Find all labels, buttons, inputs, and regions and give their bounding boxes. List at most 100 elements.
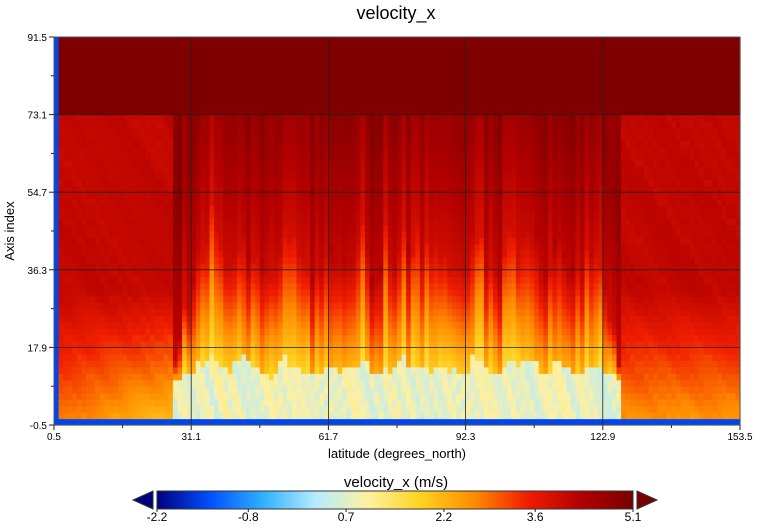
heatmap-cell bbox=[145, 295, 151, 303]
heatmap-cell bbox=[694, 321, 700, 329]
heatmap-cell bbox=[223, 399, 229, 407]
heatmap-cell bbox=[689, 334, 695, 342]
heatmap-cell bbox=[634, 211, 640, 219]
heatmap-cell bbox=[726, 366, 732, 374]
heatmap-cell bbox=[351, 373, 357, 381]
heatmap-cell bbox=[698, 308, 705, 316]
heatmap-cell bbox=[557, 308, 563, 316]
heatmap-cell bbox=[54, 243, 60, 251]
heatmap-cell bbox=[657, 412, 663, 420]
heatmap-cell bbox=[241, 405, 247, 413]
heatmap-cell bbox=[140, 263, 147, 271]
heatmap-cell bbox=[227, 237, 233, 245]
heatmap-cell bbox=[314, 231, 320, 239]
heatmap-cell bbox=[547, 269, 554, 277]
heatmap-cell bbox=[438, 295, 444, 303]
heatmap-cell bbox=[397, 211, 403, 219]
heatmap-cell bbox=[99, 302, 105, 310]
heatmap-cell bbox=[534, 412, 540, 420]
heatmap-cell bbox=[387, 386, 394, 394]
heatmap-cell bbox=[474, 256, 480, 264]
heatmap-cell bbox=[717, 308, 723, 316]
heatmap-cell bbox=[602, 347, 608, 355]
heatmap-cell bbox=[136, 276, 142, 284]
heatmap-cell bbox=[278, 276, 284, 284]
heatmap-cell bbox=[520, 263, 526, 271]
heatmap-cell bbox=[323, 392, 329, 400]
heatmap-cell bbox=[703, 211, 709, 219]
heatmap-cell bbox=[397, 373, 403, 381]
heatmap-cell bbox=[735, 224, 741, 232]
heatmap-cell bbox=[383, 276, 389, 284]
heatmap-cell bbox=[232, 315, 238, 323]
heatmap-cell bbox=[648, 392, 654, 400]
heatmap-cell bbox=[721, 308, 727, 316]
heatmap-cell bbox=[607, 295, 613, 303]
heatmap-cell bbox=[369, 379, 375, 387]
heatmap-cell bbox=[493, 250, 499, 258]
heatmap-cell bbox=[602, 269, 608, 277]
heatmap-cell bbox=[630, 302, 636, 310]
heatmap-cell bbox=[602, 353, 608, 361]
heatmap-cell bbox=[305, 405, 311, 413]
heatmap-cell bbox=[346, 250, 352, 258]
heatmap-cell bbox=[401, 373, 407, 381]
heatmap-cell bbox=[424, 250, 430, 258]
heatmap-cell bbox=[552, 373, 558, 381]
heatmap-cell bbox=[337, 418, 343, 426]
heatmap-cell bbox=[461, 366, 467, 374]
heatmap-cell bbox=[479, 282, 485, 290]
heatmap-cell bbox=[511, 218, 517, 226]
heatmap-cell bbox=[300, 276, 307, 284]
heatmap-cell bbox=[163, 211, 169, 219]
heatmap-cell bbox=[99, 231, 105, 239]
heatmap-cell bbox=[186, 373, 192, 381]
heatmap-cell bbox=[136, 302, 142, 310]
heatmap-cell bbox=[675, 250, 682, 258]
heatmap-cell bbox=[177, 243, 183, 251]
heatmap-cell bbox=[589, 412, 595, 420]
heatmap-cell bbox=[255, 353, 261, 361]
heatmap-cell bbox=[392, 302, 398, 310]
heatmap-cell bbox=[575, 366, 581, 374]
heatmap-cell bbox=[451, 308, 458, 316]
heatmap-cell bbox=[488, 295, 494, 303]
heatmap-cell bbox=[72, 321, 78, 329]
heatmap-cell bbox=[214, 224, 220, 232]
heatmap-cell bbox=[154, 308, 160, 316]
heatmap-cell bbox=[191, 276, 197, 284]
heatmap-cell bbox=[182, 218, 188, 226]
heatmap-cell bbox=[424, 256, 430, 264]
heatmap-cell bbox=[346, 366, 352, 374]
heatmap-cell bbox=[483, 295, 490, 303]
heatmap-cell bbox=[328, 347, 334, 355]
heatmap-cell bbox=[154, 418, 160, 426]
heatmap-cell bbox=[474, 321, 480, 329]
heatmap-cell bbox=[534, 218, 540, 226]
heatmap-cell bbox=[364, 399, 371, 407]
heatmap-cell bbox=[76, 334, 83, 342]
heatmap-cell bbox=[291, 250, 297, 258]
heatmap-cell bbox=[483, 308, 490, 316]
heatmap-cell bbox=[506, 386, 512, 394]
heatmap-cell bbox=[717, 347, 723, 355]
heatmap-cell bbox=[630, 276, 636, 284]
heatmap-cell bbox=[717, 392, 723, 400]
heatmap-cell bbox=[314, 211, 320, 219]
heatmap-cell bbox=[497, 360, 503, 368]
heatmap-cell bbox=[76, 289, 83, 297]
heatmap-cell bbox=[680, 347, 686, 355]
heatmap-cell bbox=[122, 328, 128, 336]
heatmap-cell bbox=[685, 334, 691, 342]
heatmap-cell bbox=[470, 256, 476, 264]
heatmap-cell bbox=[227, 353, 233, 361]
heatmap-cell bbox=[543, 347, 549, 355]
heatmap-cell bbox=[552, 360, 558, 368]
heatmap-cell bbox=[419, 276, 426, 284]
heatmap-cell bbox=[410, 360, 416, 368]
heatmap-cell bbox=[127, 256, 133, 264]
heatmap-cell bbox=[291, 347, 297, 355]
heatmap-cell bbox=[671, 315, 677, 323]
heatmap-cell bbox=[547, 256, 554, 264]
heatmap-cell bbox=[209, 211, 215, 219]
